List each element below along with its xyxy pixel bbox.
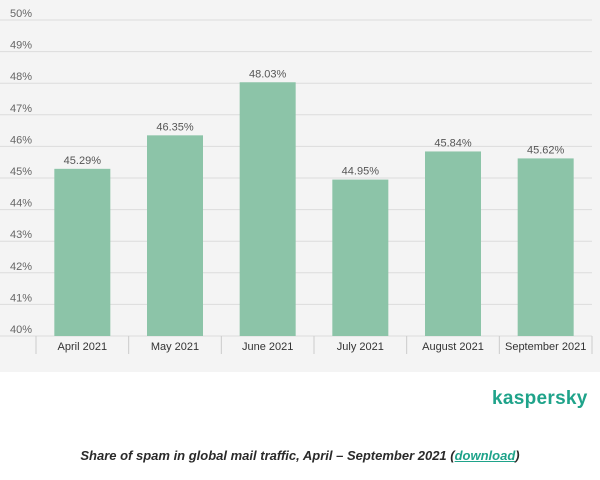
data-label: 45.29% [64,155,102,167]
chart-area: 40% 41% 42% 43% 44% 45% 46% 47% 48% 49% 50% 45.29% A… [0,0,600,372]
y-tick-label: 46% [10,134,32,146]
data-label: 45.62% [527,144,565,156]
kaspersky-logo[interactable]: kaspersky [492,388,588,409]
bar-5 [425,151,481,336]
y-tick-label: 44% [10,198,32,210]
x-tick-label: August 2021 [422,341,484,353]
y-tick-label: 48% [10,71,32,83]
download-link[interactable]: download [454,448,516,463]
data-label: 48.03% [249,68,287,80]
y-tick-label: 47% [10,103,32,115]
x-tick-label: April 2021 [58,341,108,353]
x-tick-label: July 2021 [337,341,384,353]
data-label: 46.35% [156,121,194,133]
y-tick-label: 40% [10,324,32,336]
bar-chart: 40% 41% 42% 43% 44% 45% 46% 47% 48% 49% 50% 45.29% A… [0,8,593,354]
y-tick-label: 43% [10,229,32,241]
bar-6 [517,158,574,336]
bar-4 [332,179,389,336]
bar-1 [54,168,111,336]
caption-suffix: ) [515,448,520,463]
x-tick-label: May 2021 [151,341,199,353]
bar-3 [239,82,296,336]
bar-2 [147,135,203,336]
caption-text: Share of spam in global mail traffic, Ap… [80,448,455,463]
x-tick-label: September 2021 [505,341,586,353]
data-label: 45.84% [434,137,472,149]
x-tick-label: June 2021 [242,341,293,353]
data-label: 44.95% [342,166,380,178]
y-tick-label: 41% [10,292,32,304]
chart-caption: Share of spam in global mail traffic, Ap… [0,448,600,463]
y-tick-label: 45% [10,166,32,178]
y-tick-label: 49% [10,40,32,52]
y-tick-label: 50% [10,8,32,20]
y-tick-label: 42% [10,261,32,273]
